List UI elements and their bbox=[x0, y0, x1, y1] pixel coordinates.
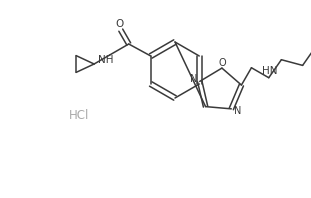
Text: O: O bbox=[116, 19, 124, 29]
Text: N: N bbox=[190, 74, 197, 84]
Text: NH: NH bbox=[98, 55, 114, 65]
Text: HCl: HCl bbox=[69, 109, 90, 122]
Text: O: O bbox=[218, 58, 226, 68]
Text: N: N bbox=[234, 106, 241, 116]
Text: HN: HN bbox=[262, 66, 277, 76]
